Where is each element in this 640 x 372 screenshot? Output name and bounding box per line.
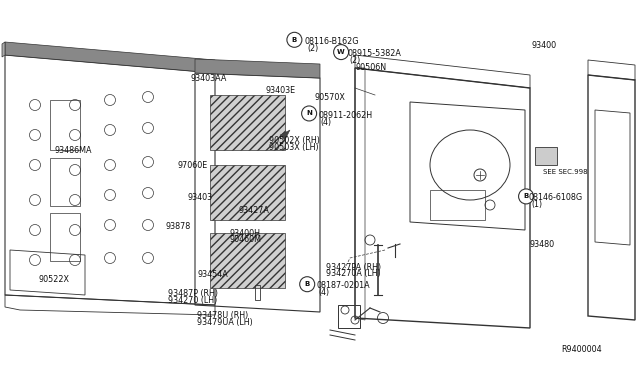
- Text: (4): (4): [320, 118, 331, 126]
- Text: 934270 (LH): 934270 (LH): [168, 296, 217, 305]
- Circle shape: [287, 32, 302, 47]
- Text: N: N: [306, 110, 312, 116]
- Text: 08915-5382A: 08915-5382A: [348, 49, 401, 58]
- Text: 93479UA (LH): 93479UA (LH): [197, 318, 253, 327]
- Bar: [50, 158, 80, 206]
- Text: 934270A (LH): 934270A (LH): [326, 269, 381, 278]
- Text: 93878: 93878: [165, 222, 190, 231]
- Text: 93427A: 93427A: [238, 206, 269, 215]
- Text: 93403AA: 93403AA: [191, 74, 227, 83]
- Bar: [535, 147, 557, 165]
- Text: SEE SEC.998: SEE SEC.998: [543, 169, 588, 175]
- Text: 93403: 93403: [188, 193, 212, 202]
- Circle shape: [518, 189, 534, 204]
- Text: 97060E: 97060E: [178, 161, 208, 170]
- Text: (4): (4): [319, 288, 330, 297]
- Text: 93400H: 93400H: [229, 229, 260, 238]
- Circle shape: [333, 45, 349, 60]
- Text: 08187-0201A: 08187-0201A: [316, 281, 370, 290]
- Bar: [210, 233, 285, 288]
- Text: 90502X (RH): 90502X (RH): [269, 136, 319, 145]
- Text: B: B: [524, 193, 529, 199]
- Text: 93487P (RH): 93487P (RH): [168, 289, 218, 298]
- Text: B: B: [305, 281, 310, 287]
- Text: 90506N: 90506N: [356, 63, 387, 72]
- Text: W: W: [337, 49, 345, 55]
- Text: 90460M: 90460M: [229, 235, 261, 244]
- Text: (1): (1): [531, 200, 542, 209]
- Circle shape: [300, 277, 315, 292]
- Text: 93486MA: 93486MA: [54, 146, 92, 155]
- Text: 93400: 93400: [531, 41, 556, 50]
- Text: 93454A: 93454A: [197, 270, 228, 279]
- Polygon shape: [195, 59, 320, 78]
- Text: (2): (2): [349, 56, 361, 65]
- Bar: [50, 100, 80, 150]
- Polygon shape: [280, 130, 290, 140]
- Text: 08911-2062H: 08911-2062H: [318, 111, 372, 120]
- Polygon shape: [5, 42, 215, 73]
- Text: 08116-B162G: 08116-B162G: [305, 37, 359, 46]
- Text: 93480: 93480: [530, 240, 555, 249]
- Bar: [210, 95, 285, 150]
- Bar: [210, 165, 285, 220]
- Bar: [430, 190, 485, 220]
- Text: 08146-6108G: 08146-6108G: [529, 193, 583, 202]
- Text: (2): (2): [307, 44, 319, 53]
- Text: 90570X: 90570X: [315, 93, 346, 102]
- Text: 93403E: 93403E: [266, 86, 296, 94]
- Bar: [50, 213, 80, 261]
- Text: R9400004: R9400004: [561, 345, 602, 354]
- Text: 93427PA (RH): 93427PA (RH): [326, 263, 381, 272]
- Text: 90503X (LH): 90503X (LH): [269, 143, 319, 152]
- Polygon shape: [2, 42, 5, 57]
- Circle shape: [301, 106, 317, 121]
- Text: 90522X: 90522X: [38, 275, 69, 284]
- Text: B: B: [292, 37, 297, 43]
- Text: 93478U (RH): 93478U (RH): [197, 311, 248, 320]
